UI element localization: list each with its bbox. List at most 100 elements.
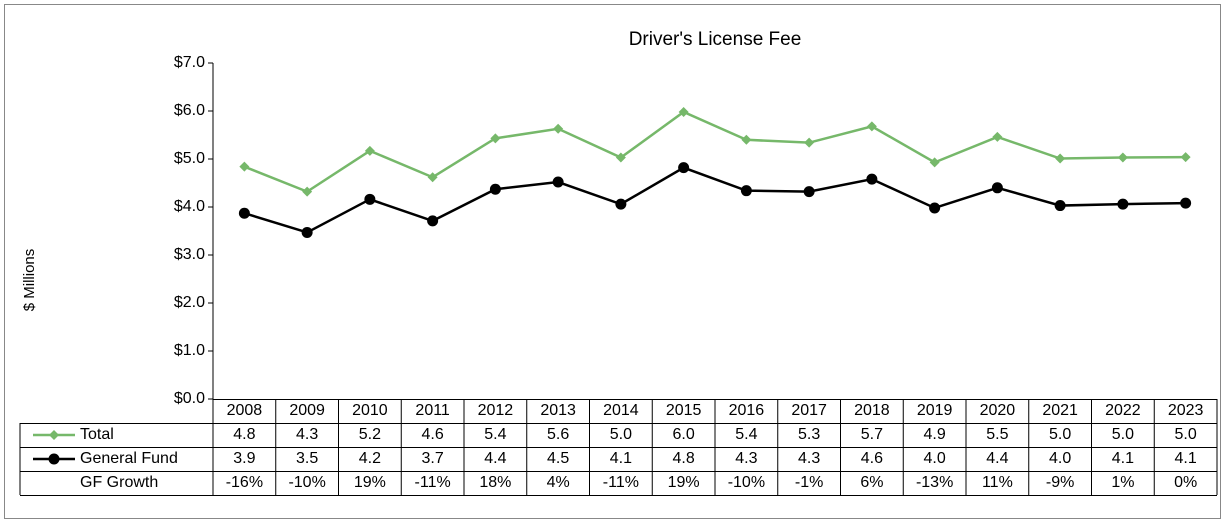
table-cell: -10%: [288, 474, 325, 491]
table-cell: -10%: [728, 474, 765, 491]
table-cell: 5.2: [359, 426, 381, 443]
x-tick-label: 2011: [415, 402, 450, 419]
marker: [364, 193, 376, 205]
table-cell: 6.0: [673, 426, 695, 443]
table-cell: 5.7: [861, 426, 883, 443]
x-tick-label: 2012: [478, 402, 514, 419]
marker: [803, 186, 815, 198]
table-cell: 5.6: [547, 426, 569, 443]
table-cell: 4.4: [986, 450, 1008, 467]
table-cell: -16%: [226, 474, 263, 491]
table-cell: 5.4: [484, 426, 506, 443]
table-cell: 4%: [547, 474, 570, 491]
table-cell: 5.0: [610, 426, 632, 443]
marker: [1117, 152, 1128, 163]
table-cell: 5.4: [735, 426, 757, 443]
legend-label: General Fund: [80, 450, 178, 467]
x-tick-label: 2020: [980, 402, 1016, 419]
marker: [992, 131, 1003, 142]
table-cell: 4.5: [547, 450, 569, 467]
marker: [866, 121, 877, 132]
table-cell: 4.3: [735, 450, 757, 467]
marker: [740, 185, 752, 197]
marker: [427, 172, 438, 183]
table-cell: 4.4: [484, 450, 506, 467]
x-tick-label: 2013: [540, 402, 576, 419]
legend-marker: [48, 453, 60, 465]
table-cell: 5.0: [1049, 426, 1071, 443]
table-cell: 4.6: [422, 426, 444, 443]
legend-marker: [49, 430, 59, 440]
table-cell: 3.5: [296, 450, 318, 467]
y-tick-label: $6.0: [174, 102, 205, 119]
table-cell: 4.0: [1049, 450, 1071, 467]
marker: [741, 134, 752, 145]
marker: [364, 145, 375, 156]
table-cell: 4.6: [861, 450, 883, 467]
x-tick-label: 2022: [1105, 402, 1141, 419]
x-tick-label: 2009: [289, 402, 325, 419]
marker: [866, 173, 878, 185]
marker: [489, 183, 501, 195]
y-tick-label: $3.0: [174, 246, 205, 263]
marker: [929, 202, 941, 214]
x-tick-label: 2010: [352, 402, 388, 419]
table-cell: 4.0: [924, 450, 946, 467]
table-cell: -9%: [1046, 474, 1074, 491]
x-tick-label: 2014: [603, 402, 639, 419]
table-cell: -11%: [603, 474, 639, 491]
table-cell: 3.7: [422, 450, 444, 467]
table-cell: 4.8: [233, 426, 255, 443]
table-cell: 4.1: [1112, 450, 1134, 467]
y-tick-label: $5.0: [174, 150, 205, 167]
x-tick-label: 2008: [227, 402, 263, 419]
marker: [302, 186, 313, 197]
table-cell: -13%: [916, 474, 953, 491]
table-cell: 0%: [1174, 474, 1197, 491]
table-cell: 5.3: [798, 426, 820, 443]
row-label: GF Growth: [80, 474, 158, 491]
table-cell: 19%: [668, 474, 700, 491]
marker: [553, 123, 564, 134]
x-tick-label: 2021: [1042, 402, 1078, 419]
y-tick-label: $0.0: [174, 390, 205, 407]
marker: [678, 106, 689, 117]
marker: [804, 137, 815, 148]
table-cell: 3.9: [233, 450, 255, 467]
table-cell: 5.0: [1112, 426, 1134, 443]
table-cell: 11%: [982, 474, 1013, 491]
table-cell: 4.1: [1175, 450, 1197, 467]
marker: [238, 207, 250, 219]
marker: [929, 157, 940, 168]
table-cell: 6%: [860, 474, 883, 491]
y-tick-label: $2.0: [174, 294, 205, 311]
marker: [239, 161, 250, 172]
series-line: [244, 166, 1186, 234]
marker: [615, 152, 626, 163]
series-line: [243, 110, 1186, 194]
legend-label: Total: [80, 426, 114, 443]
table-cell: 5.0: [1175, 426, 1197, 443]
table-cell: 4.9: [924, 426, 946, 443]
x-tick-label: 2023: [1168, 402, 1204, 419]
marker: [301, 226, 313, 238]
marker: [1180, 197, 1192, 209]
y-tick-label: $1.0: [174, 342, 205, 359]
marker: [615, 198, 627, 210]
table-cell: 4.3: [798, 450, 820, 467]
marker: [490, 133, 501, 144]
table-cell: 4.3: [296, 426, 318, 443]
marker: [1054, 200, 1066, 212]
marker: [1180, 152, 1191, 163]
marker: [427, 215, 439, 227]
x-tick-label: 2016: [729, 402, 765, 419]
y-tick-label: $7.0: [174, 54, 205, 71]
x-tick-label: 2017: [791, 402, 827, 419]
marker: [1117, 198, 1129, 210]
marker: [678, 162, 690, 174]
x-tick-label: 2015: [666, 402, 702, 419]
table-cell: -1%: [795, 474, 823, 491]
table-cell: 4.1: [610, 450, 632, 467]
marker: [1055, 153, 1066, 164]
